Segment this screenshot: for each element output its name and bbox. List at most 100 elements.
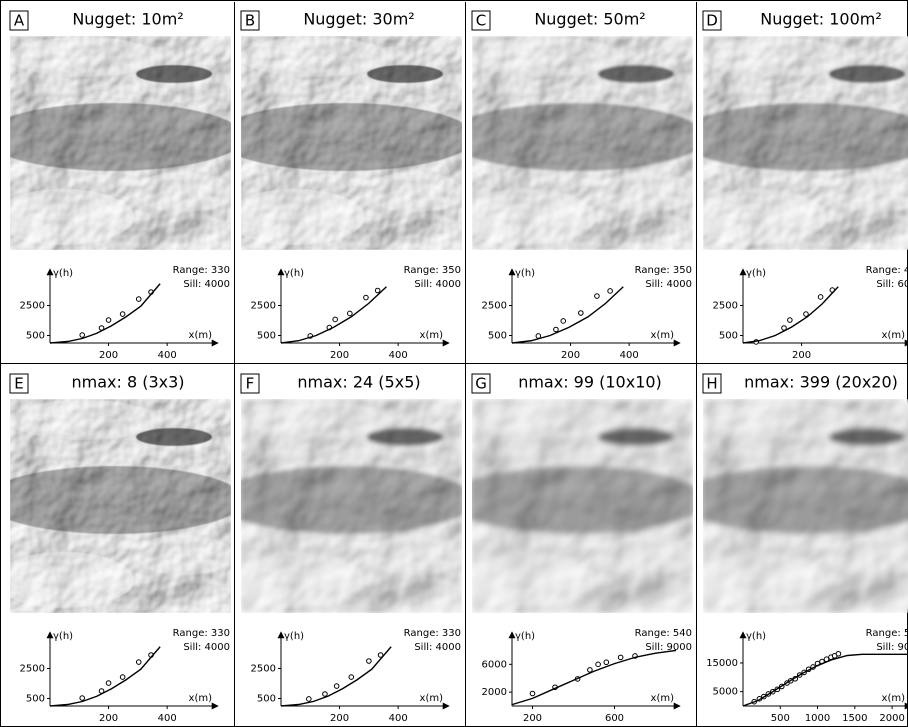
y-tick-label: 500	[719, 331, 738, 342]
variogram-point	[595, 661, 601, 668]
terrain-light	[827, 535, 908, 575]
terrain-shade	[10, 466, 231, 534]
variogram-point	[366, 658, 372, 664]
hillshade-layer	[703, 399, 908, 613]
terrain-light	[472, 37, 621, 77]
annotation: Sill: 4000	[183, 642, 230, 653]
terrain-light	[10, 189, 134, 245]
y-tick-label: 500	[26, 694, 45, 705]
panel-label-box	[471, 373, 491, 394]
y-tick-label: 2500	[20, 664, 45, 675]
variogram-point	[333, 683, 340, 689]
y-tick-label: 2500	[482, 301, 507, 312]
variogram-point	[347, 310, 353, 317]
terrain-light	[703, 552, 827, 608]
model-curve	[742, 286, 839, 344]
x-tick-label: 200	[792, 350, 811, 361]
x-tick-label: 400	[158, 350, 177, 361]
x-axis-label: x(m)	[189, 330, 213, 341]
y-tick-label: 2500	[713, 301, 738, 312]
terrain-light	[472, 552, 596, 608]
terrain-shade	[472, 466, 693, 534]
terrain-shade	[367, 65, 443, 83]
variogram-point	[119, 674, 126, 680]
x-axis-label: x(m)	[651, 330, 675, 341]
panel-label: A	[14, 12, 25, 30]
y-tick-label: 15000	[706, 658, 738, 669]
terrain-light	[596, 172, 693, 212]
panel-label-box	[471, 10, 491, 31]
y-tick-label: 2500	[251, 664, 276, 675]
y-axis-label: γ(h)	[746, 268, 766, 279]
panel-label: C	[476, 12, 486, 30]
hillshade-image	[241, 399, 462, 613]
panel-label: G	[475, 375, 487, 393]
model-curve	[280, 646, 392, 707]
variogram-point	[535, 333, 542, 339]
panel-label: F	[246, 375, 255, 393]
x-axis-label: x(m)	[882, 330, 906, 341]
terrain-shade	[703, 103, 908, 171]
terrain-light	[365, 172, 462, 212]
terrain-shade	[598, 65, 674, 83]
variogram-point	[617, 654, 624, 661]
x-axis-label: x(m)	[882, 693, 906, 704]
y-tick-label: 2500	[20, 301, 45, 312]
variogram-point	[322, 691, 328, 697]
x-axis-label: x(m)	[420, 330, 444, 341]
variogram-point	[594, 293, 600, 299]
x-tick-label: 2000	[879, 713, 904, 724]
terrain-shade	[136, 65, 212, 83]
variogram-point	[578, 310, 584, 316]
terrain-light	[241, 189, 365, 245]
y-tick-label: 500	[26, 331, 45, 342]
y-axis-label: γ(h)	[284, 268, 304, 279]
hillshade-layer	[10, 36, 231, 250]
terrain-light	[241, 37, 390, 77]
terrain-shade	[472, 103, 693, 171]
panel-label-box	[9, 373, 29, 394]
panel: A Nugget: 10m² γ(h) x(m) Range: 330 Sill: 400…	[9, 10, 231, 361]
variogram-point	[332, 316, 338, 323]
model-curve	[49, 646, 161, 707]
panel-label-box	[702, 373, 722, 394]
variogram-point	[529, 690, 536, 697]
hillshade-image	[472, 399, 693, 613]
variogram-point	[607, 288, 613, 294]
annotation: Range: 330	[173, 265, 230, 276]
terrain-shade	[10, 103, 231, 171]
panel-label: E	[14, 375, 23, 393]
y-tick-label: 500	[488, 331, 507, 342]
x-tick-label: 200	[99, 713, 118, 724]
annotation: Range: 330	[404, 628, 461, 639]
variogram-point	[803, 311, 809, 317]
panel-title: nmax: 8 (3x3)	[71, 373, 184, 392]
model-curve	[511, 649, 677, 706]
annotation: Sill: 4000	[183, 279, 230, 290]
variogram-point	[363, 294, 369, 301]
hillshade-image	[472, 36, 693, 250]
hillshade-layer	[472, 36, 693, 250]
y-tick-label: 2500	[251, 301, 276, 312]
model-curve	[49, 283, 161, 344]
terrain-light	[365, 535, 462, 575]
annotation: Range: 450	[866, 265, 908, 276]
panel-label-box	[702, 10, 722, 31]
terrain-light	[703, 400, 852, 440]
x-tick-label: 200	[330, 713, 349, 724]
annotation: Range: 540	[866, 628, 908, 639]
x-tick-label: 1500	[842, 713, 867, 724]
terrain-light	[472, 189, 596, 245]
terrain-shade	[829, 428, 905, 446]
panel-label-box	[9, 10, 29, 31]
variogram-point	[79, 332, 86, 338]
terrain-light	[703, 37, 852, 77]
terrain-light	[10, 552, 134, 608]
x-tick-label: 200	[99, 350, 118, 361]
y-axis-label: γ(h)	[53, 631, 73, 642]
